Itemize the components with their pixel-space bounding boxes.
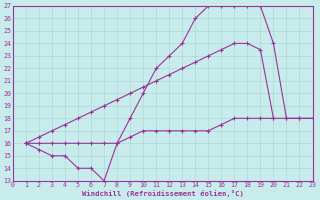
X-axis label: Windchill (Refroidissement éolien,°C): Windchill (Refroidissement éolien,°C) — [82, 190, 244, 197]
